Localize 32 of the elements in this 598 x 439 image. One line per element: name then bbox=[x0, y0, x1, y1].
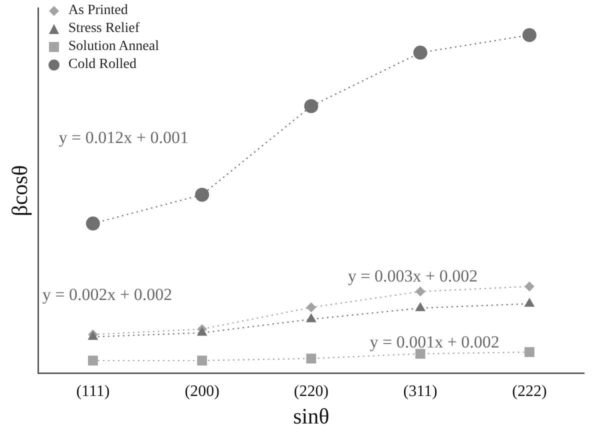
point bbox=[522, 28, 536, 42]
point bbox=[413, 46, 428, 60]
annotation: y = 0.001x + 0.002 bbox=[370, 332, 500, 352]
x-tick-label: (311) bbox=[403, 383, 438, 400]
x-tick-label: (200) bbox=[184, 383, 220, 400]
y-axis-title: βcosθ bbox=[6, 165, 32, 216]
legend-label: Stress Relief bbox=[68, 20, 140, 38]
point bbox=[197, 356, 208, 366]
annotation: y = 0.003x + 0.002 bbox=[348, 266, 478, 286]
annotation: y = 0.012x + 0.001 bbox=[58, 128, 188, 147]
legend-label: Solution Anneal bbox=[68, 38, 160, 56]
point bbox=[196, 326, 208, 336]
point bbox=[306, 354, 316, 364]
point bbox=[415, 286, 426, 297]
x-tick-label: (111) bbox=[76, 383, 110, 400]
point bbox=[88, 356, 98, 366]
x-tick-label: (220) bbox=[294, 383, 329, 400]
point bbox=[86, 216, 100, 231]
point bbox=[306, 313, 316, 322]
legend-label: As Printed bbox=[68, 2, 128, 20]
x-tick-label: (222) bbox=[512, 383, 547, 400]
point bbox=[415, 348, 426, 359]
point bbox=[306, 302, 316, 312]
x-axis-title: sinθ bbox=[293, 404, 330, 429]
point bbox=[304, 99, 318, 114]
point bbox=[524, 347, 534, 358]
point bbox=[524, 281, 534, 292]
point bbox=[524, 298, 535, 307]
annotation: y = 0.002x + 0.002 bbox=[42, 284, 172, 304]
legend-label: Cold Rolled bbox=[68, 56, 136, 74]
point bbox=[415, 302, 426, 312]
point bbox=[195, 188, 210, 202]
